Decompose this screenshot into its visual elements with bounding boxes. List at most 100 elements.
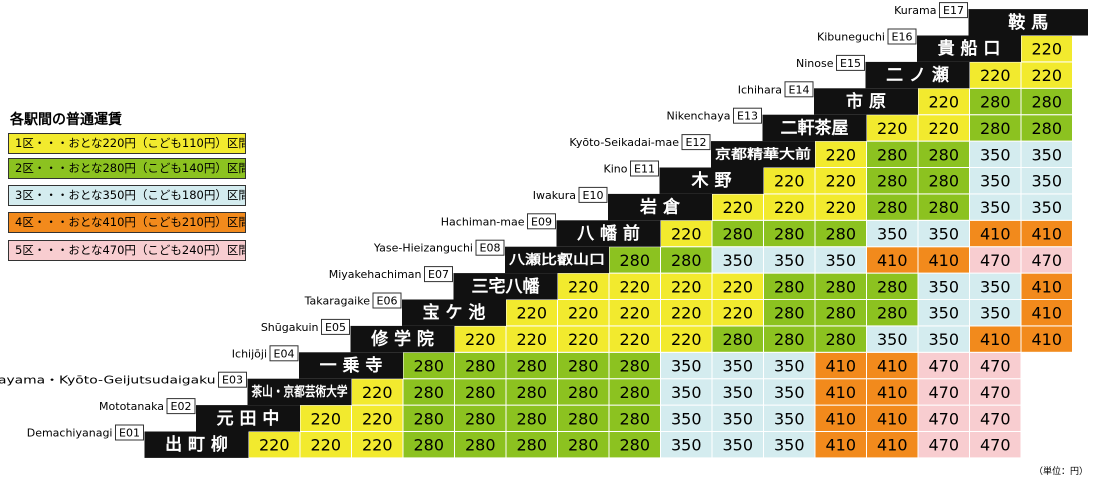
fare-value: 410 — [928, 251, 959, 270]
station-code-box — [887, 28, 917, 45]
fare-cell — [1020, 140, 1073, 169]
station-code: E13 — [737, 110, 758, 123]
fare-value: 220 — [877, 119, 908, 138]
fare-cell — [711, 272, 764, 301]
station-name: 京都精華大前 — [715, 146, 811, 162]
fare-value: 280 — [465, 409, 496, 428]
fare-cell — [866, 378, 919, 406]
fare-value: 410 — [877, 409, 908, 428]
fare-value: 350 — [928, 304, 959, 323]
station-name-block — [711, 141, 815, 168]
fare-value: 220 — [928, 93, 959, 112]
fare-value: 350 — [980, 277, 1011, 296]
fare-value: 220 — [259, 436, 290, 455]
fare-cell — [917, 193, 970, 221]
station-romaji: Shūgakuin — [261, 321, 319, 334]
fare-cell — [814, 140, 867, 169]
fare-cell — [866, 299, 919, 327]
fare-cell — [814, 404, 867, 433]
fare-value: 220 — [722, 304, 753, 323]
fare-value: 280 — [413, 383, 444, 402]
fare-cell — [711, 246, 764, 274]
fare-value: 220 — [362, 383, 393, 402]
fare-value: 410 — [1031, 330, 1062, 349]
fare-cell — [814, 246, 867, 274]
fare-value: 350 — [722, 357, 753, 376]
fare-cell — [969, 378, 1022, 406]
fare-value: 220 — [310, 436, 341, 455]
fare-value: 280 — [465, 357, 496, 376]
fare-value: 350 — [671, 409, 702, 428]
station-code-box — [578, 186, 608, 203]
station-name-block — [917, 35, 1021, 62]
station-code: E10 — [583, 189, 604, 202]
station-name: 二軒茶屋 — [781, 117, 849, 138]
fare-value: 220 — [671, 277, 702, 296]
fare-cell — [969, 404, 1022, 433]
fare-value: 220 — [1031, 40, 1062, 59]
station-code: E07 — [428, 268, 449, 281]
fare-value: 350 — [980, 172, 1011, 191]
station-name: 木 野 — [691, 170, 732, 191]
fare-value: 280 — [413, 436, 444, 455]
fare-cell — [763, 272, 816, 301]
fare-value: 280 — [568, 383, 599, 402]
fare-value: 470 — [928, 357, 959, 376]
station-code-box — [939, 2, 968, 19]
fare-value: 280 — [928, 198, 959, 217]
fare-cell — [299, 404, 352, 433]
fare-value: 410 — [980, 225, 1011, 244]
station-code-box — [269, 345, 299, 362]
fare-value: 350 — [671, 357, 702, 376]
fare-value: 280 — [774, 304, 805, 323]
fare-value: 280 — [825, 225, 856, 244]
fare-cell — [557, 325, 610, 353]
fare-value: 410 — [825, 436, 856, 455]
fare-value: 280 — [825, 304, 856, 323]
fare-value: 350 — [722, 409, 753, 428]
station-name: 鞍 馬 — [1008, 12, 1048, 33]
station-romaji: Kibuneguchi — [817, 31, 885, 44]
station-code: E08 — [480, 242, 501, 255]
fare-value: 470 — [980, 251, 1011, 270]
fare-value: 220 — [1031, 66, 1062, 85]
fare-value: 220 — [568, 330, 599, 349]
fare-cell — [454, 325, 507, 353]
fare-cell — [814, 325, 867, 353]
station-code-box — [475, 239, 505, 256]
fare-cell — [969, 87, 1022, 116]
station-code: E04 — [274, 347, 295, 360]
fare-value: 350 — [928, 330, 959, 349]
fare-value: 350 — [1031, 198, 1062, 217]
fare-cell — [866, 351, 919, 380]
station-name: 三宅八幡 — [472, 276, 541, 297]
fare-value: 470 — [1031, 251, 1062, 270]
fare-cell — [454, 404, 507, 433]
legend-title: 各駅間の普通運賃 — [10, 112, 122, 128]
fare-value: 350 — [774, 357, 805, 376]
station-code-box — [836, 54, 865, 71]
fare-cell — [917, 167, 970, 195]
fare-value: 280 — [877, 277, 908, 296]
fare-cell — [866, 431, 919, 459]
station-name: 元 田 中 — [217, 408, 280, 429]
station-code: E05 — [325, 321, 346, 334]
fare-value: 470 — [980, 436, 1011, 455]
fare-cell — [866, 219, 919, 248]
fare-cell — [1020, 61, 1073, 89]
station-romaji: Miyakehachiman — [329, 268, 422, 281]
fare-value: 350 — [671, 383, 702, 402]
fare-value: 280 — [774, 225, 805, 244]
fare-value: 220 — [516, 304, 547, 323]
station-name-block — [144, 431, 249, 458]
fare-cell — [969, 61, 1022, 89]
fare-value: 220 — [928, 119, 959, 138]
fare-cell — [763, 193, 816, 221]
fare-value: 350 — [774, 436, 805, 455]
fare-value: 350 — [722, 383, 753, 402]
fare-value: 220 — [465, 330, 496, 349]
fare-cell — [505, 378, 558, 406]
fare-cell — [351, 378, 404, 406]
fare-value: 350 — [877, 225, 908, 244]
